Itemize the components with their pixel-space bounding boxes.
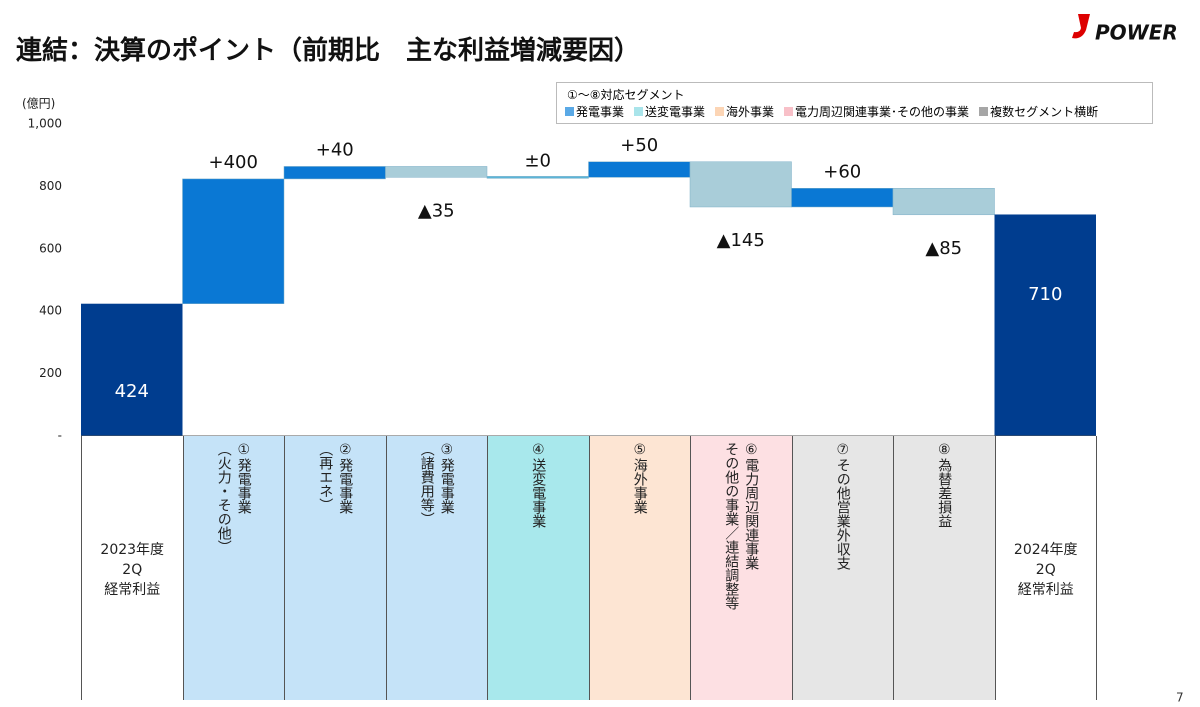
y-tick-label: 400 <box>39 304 62 318</box>
y-axis-label: (億円) <box>22 97 55 111</box>
legend-label: 送変電事業 <box>645 105 706 119</box>
y-tick-label: 1,000 <box>28 117 62 131</box>
legend-items: 発電事業 送変電事業 海外事業 電力周辺関連事業･その他の事業 複数セグメント横断 <box>565 103 1152 120</box>
value-label: +50 <box>620 135 658 156</box>
value-label: +40 <box>316 139 354 160</box>
legend-label: 発電事業 <box>576 105 625 119</box>
table-column: ⑧為替差損益 <box>893 436 995 700</box>
bar <box>994 214 1096 436</box>
legend-item: 海外事業 <box>715 103 774 120</box>
value-label: 424 <box>115 381 149 402</box>
value-label: 710 <box>1028 284 1062 305</box>
y-tick-label: 600 <box>39 241 62 255</box>
category-label: ⑥電力周辺関連事業 その他の事業／連結調整等 <box>723 442 760 610</box>
bar <box>81 303 183 436</box>
bar <box>182 178 285 304</box>
table-column: ⑦その他営業外収支 <box>791 436 893 700</box>
table-column: ④送変電事業 <box>487 436 589 700</box>
table-column: ⑥電力周辺関連事業 その他の事業／連結調整等 <box>690 436 792 700</box>
legend-swatch <box>565 107 574 116</box>
legend-item: 複数セグメント横断 <box>979 103 1098 120</box>
category-label: 2023年度 2Q 経常利益 <box>100 542 165 598</box>
category-label: ④送変電事業 <box>530 442 547 528</box>
category-label: ⑤海外事業 <box>631 442 648 514</box>
bar <box>791 188 894 208</box>
value-label: +400 <box>209 152 258 173</box>
logo: POWER <box>1095 21 1178 45</box>
legend-item: 発電事業 <box>565 103 624 120</box>
bar <box>283 166 386 180</box>
bar <box>385 166 488 178</box>
page-number: 7 <box>1176 691 1184 705</box>
value-label: ▲35 <box>418 200 455 221</box>
table-column: ①発電事業 （火力・その他） <box>182 436 284 700</box>
value-label: ▲85 <box>925 238 962 259</box>
legend-swatch <box>979 107 989 116</box>
legend-swatch <box>784 107 794 116</box>
legend: ①～⑧対応セグメント 発電事業 送変電事業 海外事業 電力周辺関連事業･その他の事業 複… <box>556 82 1153 124</box>
category-label: ②発電事業 （再エネ） <box>317 442 354 514</box>
bar <box>689 161 792 208</box>
category-label: 2024年度 2Q 経常利益 <box>1013 542 1078 598</box>
legend-title: ①～⑧対応セグメント <box>567 88 685 102</box>
bar <box>892 188 995 216</box>
category-label: ③発電事業 （諸費用等） <box>418 442 455 526</box>
bar <box>486 176 589 179</box>
value-label: ▲145 <box>717 230 765 251</box>
table-column: ③発電事業 （諸費用等） <box>385 436 487 700</box>
legend-item: 送変電事業 <box>634 103 705 120</box>
logo-mark <box>1072 14 1090 39</box>
table-column: 2024年度 2Q 経常利益 <box>994 436 1097 700</box>
y-tick-label: 200 <box>39 366 62 380</box>
table-column: ②発電事業 （再エネ） <box>284 436 386 700</box>
value-label: ±0 <box>524 150 551 171</box>
y-tick-label: - <box>58 429 62 443</box>
y-tick-label: 800 <box>39 179 62 193</box>
category-label: ①発電事業 （火力・その他） <box>215 442 252 554</box>
category-label: ⑦その他営業外収支 <box>834 442 851 570</box>
legend-item: 電力周辺関連事業･その他の事業 <box>784 103 969 120</box>
legend-label: 海外事業 <box>726 105 775 119</box>
value-label: +60 <box>823 161 861 182</box>
legend-swatch <box>715 107 725 116</box>
category-label: ⑧為替差損益 <box>936 442 953 528</box>
bar <box>588 161 691 178</box>
legend-label: 複数セグメント横断 <box>990 105 1099 119</box>
slide-title: 連結：決算のポイント（前期比 主な利益増減要因） <box>16 36 641 66</box>
table-column: ⑤海外事業 <box>588 436 690 700</box>
legend-swatch <box>634 107 644 116</box>
table-column: 2023年度 2Q 経常利益 <box>81 436 183 700</box>
legend-label: 電力周辺関連事業･その他の事業 <box>795 105 970 119</box>
